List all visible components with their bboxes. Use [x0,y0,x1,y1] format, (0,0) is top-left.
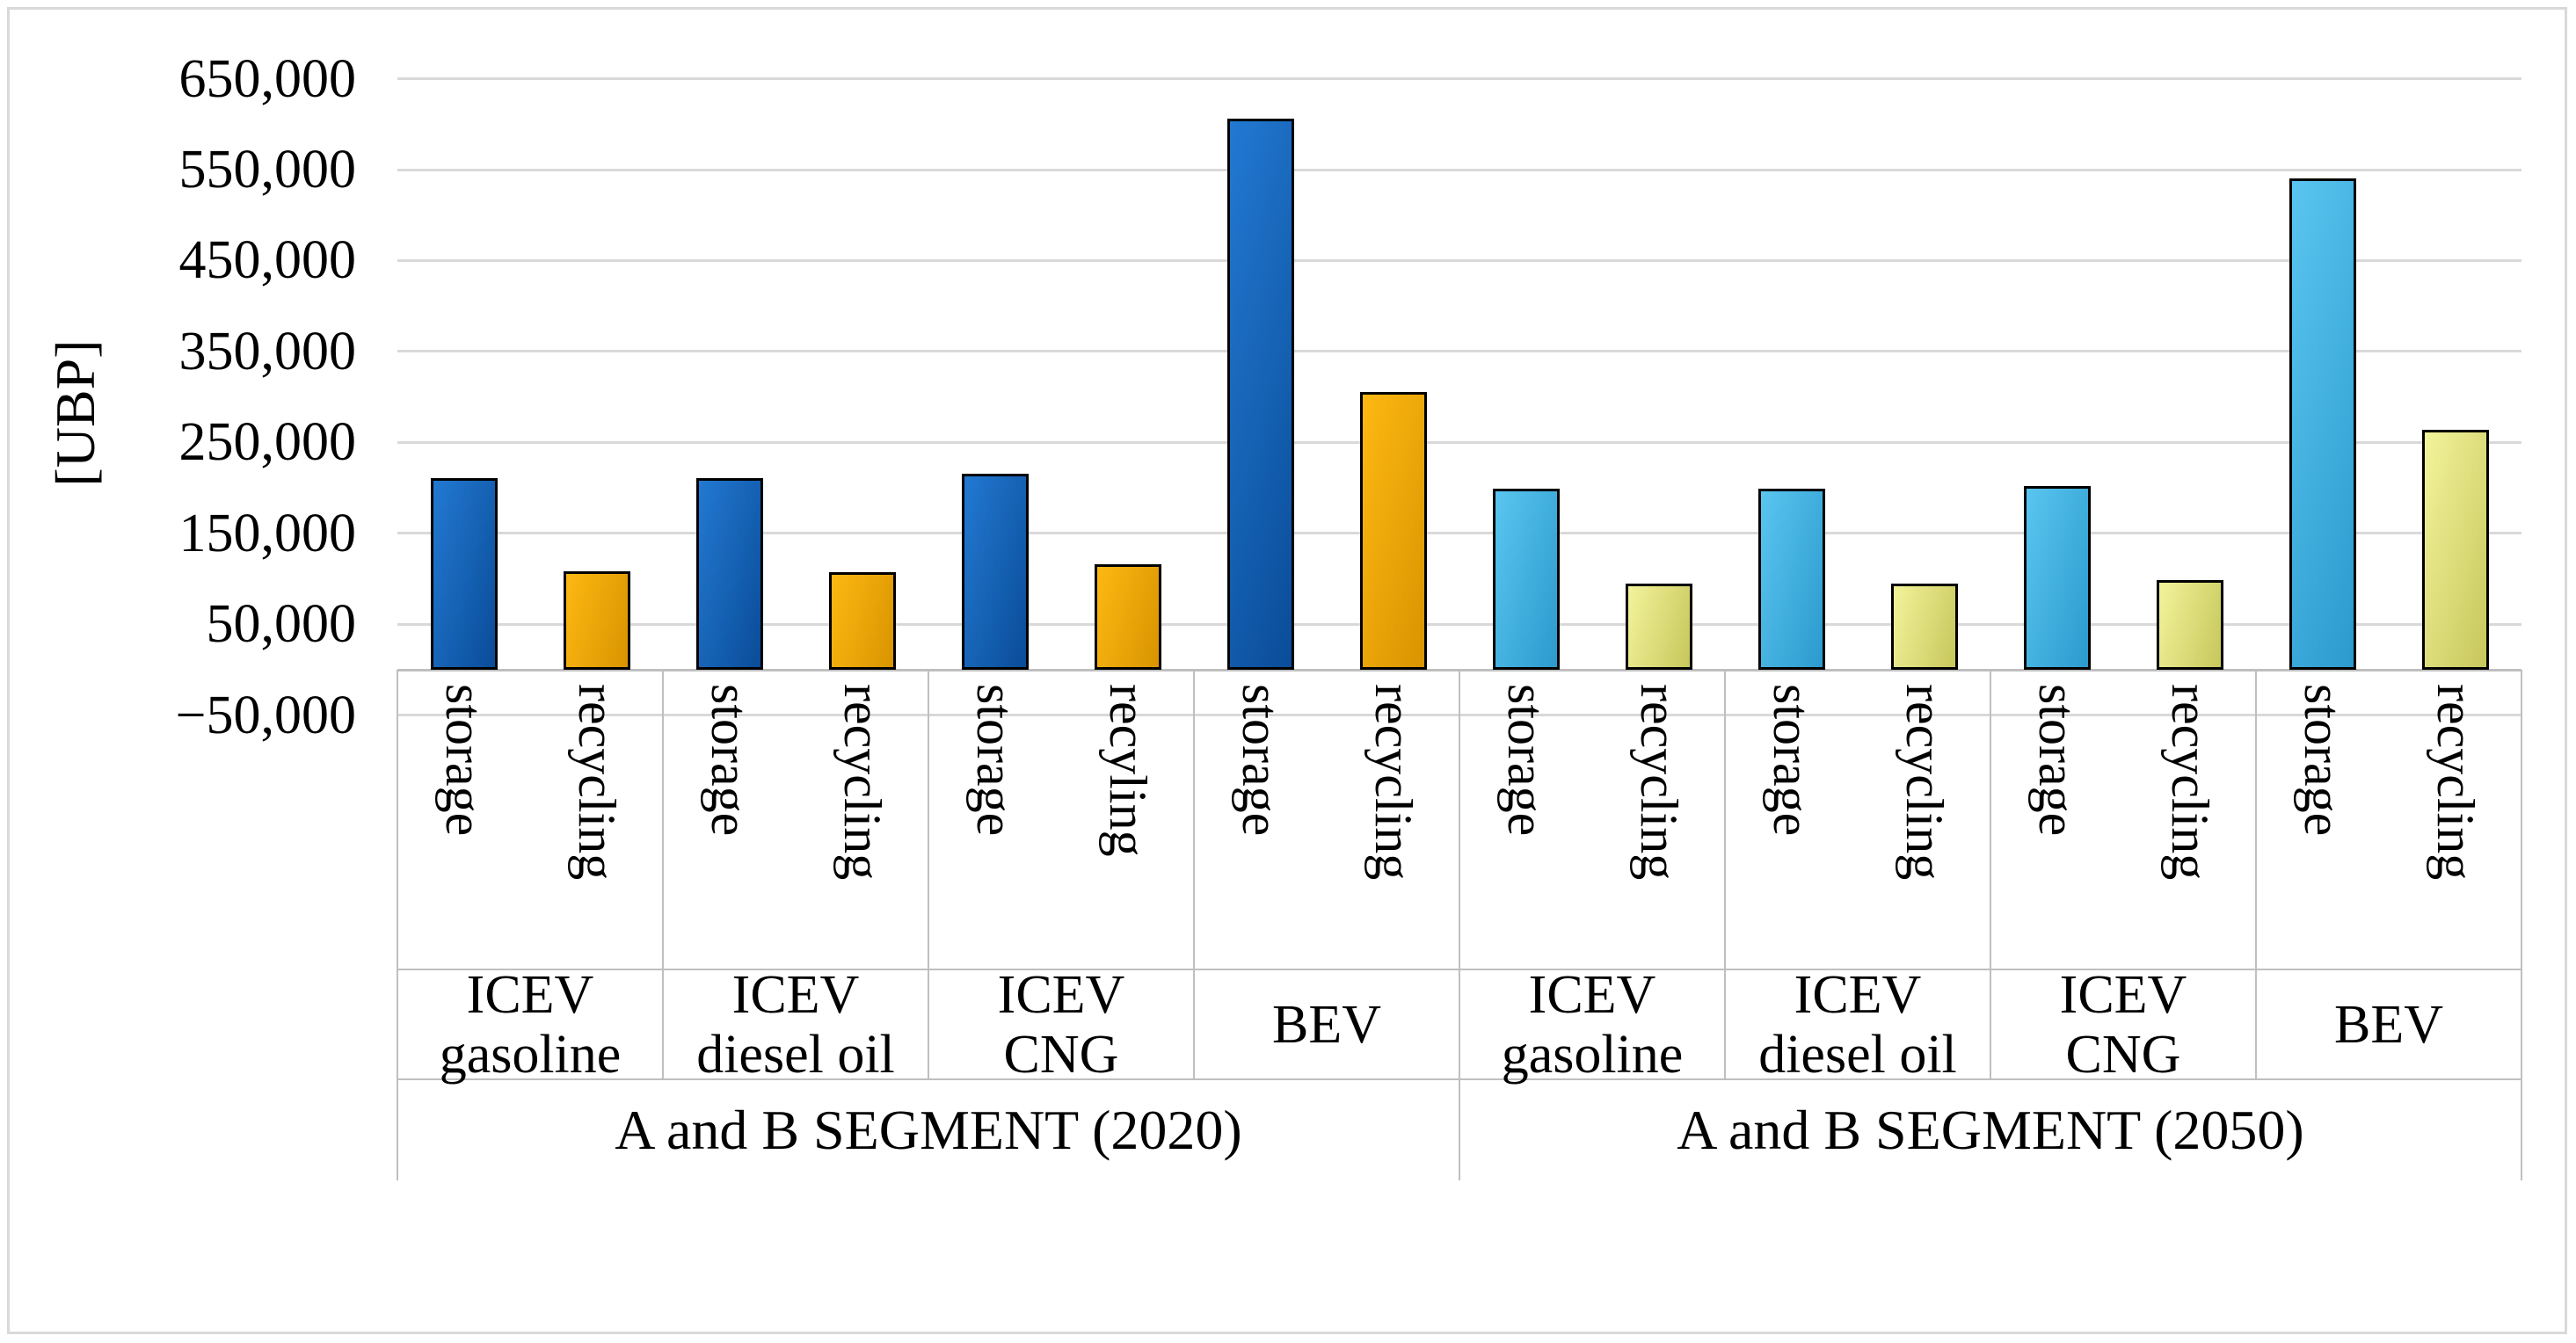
bar-storage-2050-storage [1492,489,1560,670]
figure-border [7,7,2567,1334]
bar-storage-2020-storage [695,477,763,670]
vehicle-group-label: ICEV gasoline [1459,965,1725,1085]
bar-category-label: storage [1496,684,1555,837]
bar-category-label: recycling [567,684,626,881]
bar-storage-2020-storage [961,473,1029,670]
y-gridline [397,622,2521,626]
vehicle-group-label-line: ICEV [1528,964,1656,1025]
bar-category-label: storage [1231,684,1290,837]
group-separator [1193,670,1195,1079]
y-gridline [397,350,2521,353]
y-tick-label: 150,000 [178,503,357,563]
vehicle-group-label-line: gasoline [439,1024,622,1085]
bar-recycling-2020-recyling [1094,564,1161,670]
y-gridline [397,258,2521,262]
y-gridline [397,440,2521,444]
bar-storage-2020-storage [1226,119,1294,670]
group-separator [662,670,664,1079]
y-tick-label: 450,000 [178,230,357,291]
vehicle-group-label-line: ICEV [1794,964,1922,1025]
vehicle-group-label-line: ICEV [466,964,594,1025]
bar-category-label: storage [1762,684,1821,837]
vehicle-group-label-line: ICEV [997,964,1125,1025]
group-separator [1990,670,1991,1079]
bar-category-label: storage [700,684,759,837]
vehicle-group-label-line: diesel oil [1758,1024,1957,1085]
bar-recycling-2020-recycling [563,571,630,670]
vehicle-group-label: ICEV gasoline [397,965,663,1085]
vehicle-group-label-line: ICEV [731,964,860,1025]
group-separator [2255,670,2257,1079]
bar-category-label: recycling [1364,684,1423,881]
bar-recycling-2020-recycling [1359,392,1427,670]
bar-storage-2050-storage [2023,486,2091,670]
y-gridline [397,77,2521,81]
vehicle-group-label-line: gasoline [1501,1024,1684,1085]
bar-recycling-2050-recycling [2421,429,2489,670]
bar-category-label: storage [2027,684,2086,837]
vehicle-group-label: BEV [2256,969,2521,1079]
group-separator [928,670,929,1079]
group-separator [1724,670,1726,1079]
vehicle-group-label-line: BEV [2334,994,2443,1055]
bar-category-label: recycling [2426,684,2485,881]
y-tick-label: −50,000 [175,685,356,745]
segment-separator [397,1079,398,1180]
vehicle-group-label: ICEV CNG [928,965,1194,1085]
bar-storage-2020-storage [430,477,498,670]
y-tick-label: 250,000 [178,412,357,473]
group-separator [2521,670,2522,1079]
vehicle-group-label: ICEV CNG [1990,965,2256,1085]
y-tick-label: 550,000 [178,140,357,200]
bar-recycling-2020-recycling [828,572,896,670]
y-gridline [397,532,2521,535]
bar-category-label: recycling [1629,684,1688,881]
vehicle-group-label-line: ICEV [2059,964,2187,1025]
segment-label: A and B SEGMENT (2020) [615,1098,1242,1161]
y-tick-label: 650,000 [178,48,357,109]
segment-label: A and B SEGMENT (2050) [1677,1098,2304,1161]
bar-category-label: recycling [2160,684,2219,881]
bar-category-label: storage [434,684,493,837]
bar-storage-2050-storage [2289,178,2356,670]
vehicle-group-label-line: diesel oil [696,1024,895,1085]
segment-separator [2521,1079,2522,1180]
vehicle-group-label-line: CNG [1003,1024,1119,1085]
bar-category-label: storage [2293,684,2352,837]
vehicle-group-label-line: BEV [1272,994,1381,1055]
y-gridline [397,168,2521,171]
bar-category-label: storage [965,684,1024,837]
bar-recycling-2050-recycling [1890,583,1958,670]
y-tick-label: 350,000 [178,321,357,381]
group-separator [1459,670,1460,1079]
segment-separator [1459,1079,1460,1180]
bar-storage-2050-storage [1757,489,1825,670]
bar-recycling-2050-recycling [2156,579,2223,670]
vehicle-group-label: ICEV diesel oil [1725,965,1990,1085]
vehicle-group-label-line: CNG [2065,1024,2181,1085]
y-tick-label: 50,000 [206,594,357,655]
bar-category-label: recycling [1895,684,1954,881]
group-separator [397,670,398,1079]
bar-category-label: recyling [1098,684,1157,857]
bar-category-label: recycling [833,684,891,881]
bar-recycling-2050-recycling [1625,583,1692,670]
vehicle-group-label: BEV [1194,969,1459,1079]
vehicle-group-label: ICEV diesel oil [663,965,928,1085]
